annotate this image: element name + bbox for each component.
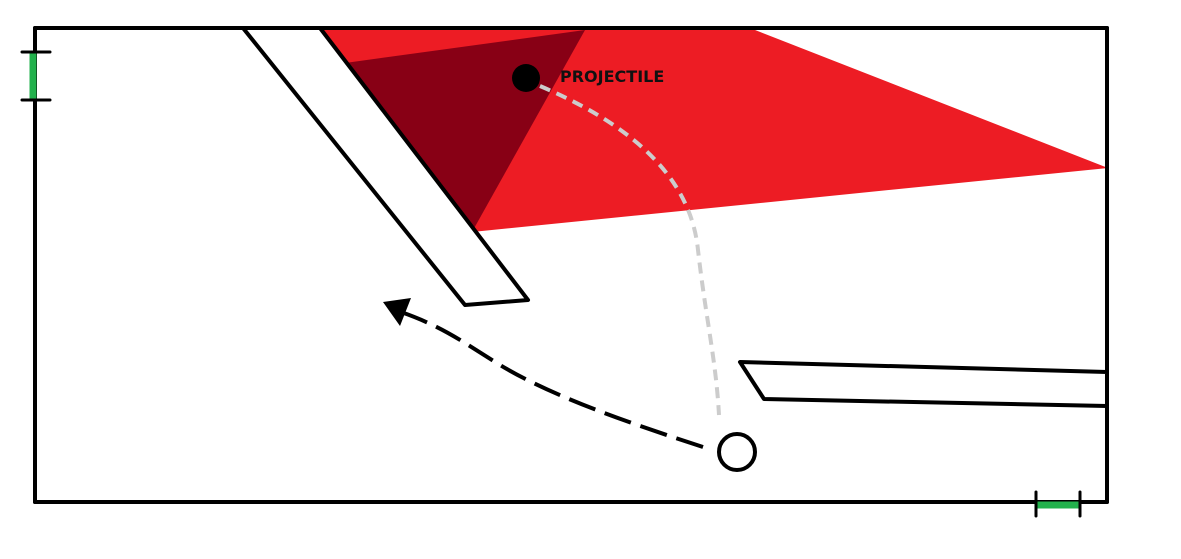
projectile-icon <box>512 64 540 92</box>
player-icon <box>717 432 757 472</box>
arena-frame <box>33 26 1109 504</box>
wall-ledge <box>738 360 1109 408</box>
projectile-trajectory <box>539 84 721 416</box>
movement-arrow-head <box>383 298 411 326</box>
movement-arrow <box>383 298 704 449</box>
green-marker-bottom-right <box>1034 490 1082 518</box>
wall-diagonal <box>241 26 530 307</box>
projectile-label: PROJECTILE <box>560 67 664 86</box>
green-marker-top-left <box>20 50 52 102</box>
